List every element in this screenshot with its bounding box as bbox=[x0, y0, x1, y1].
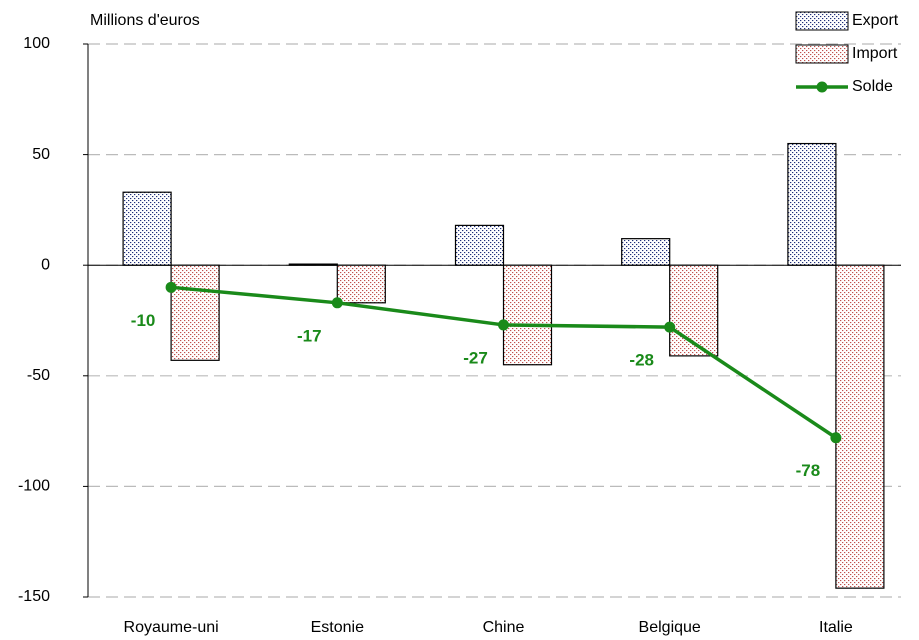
x-tick-label: Chine bbox=[483, 619, 525, 636]
legend-swatch bbox=[795, 11, 849, 31]
marker bbox=[331, 297, 343, 309]
marker bbox=[498, 319, 509, 331]
data-label: -27 bbox=[463, 348, 488, 367]
x-tick-label: Belgique bbox=[639, 619, 701, 636]
y-tick-label: 0 bbox=[41, 256, 50, 273]
data-label: -78 bbox=[796, 461, 821, 480]
bar bbox=[336, 264, 386, 304]
x-tick-label: Royaume-uni bbox=[124, 619, 219, 636]
bar bbox=[288, 263, 338, 266]
y-tick-label: -150 bbox=[18, 588, 50, 605]
legend-label: Import bbox=[852, 45, 898, 62]
bar bbox=[787, 142, 837, 266]
legend-label: Export bbox=[852, 12, 899, 29]
bar bbox=[835, 264, 885, 589]
legend-marker bbox=[816, 81, 828, 93]
marker bbox=[165, 281, 177, 293]
y-tick-label: 50 bbox=[32, 146, 50, 163]
marker bbox=[664, 321, 676, 333]
bar bbox=[669, 264, 719, 357]
y-tick-label: -50 bbox=[27, 367, 50, 384]
x-tick-label: Estonie bbox=[311, 619, 364, 636]
bar bbox=[502, 264, 553, 366]
marker bbox=[830, 432, 842, 444]
data-label: -17 bbox=[297, 326, 322, 345]
y-tick-label: 100 bbox=[23, 35, 50, 52]
bar bbox=[170, 264, 220, 361]
bar bbox=[621, 238, 671, 266]
bar bbox=[454, 224, 505, 266]
bar bbox=[122, 191, 172, 266]
data-label: -10 bbox=[131, 311, 156, 330]
y-tick-label: -100 bbox=[18, 478, 50, 495]
y-axis-label: Millions d'euros bbox=[90, 12, 200, 29]
x-tick-label: Italie bbox=[819, 619, 853, 636]
legend-label: Solde bbox=[852, 78, 893, 95]
data-label: -28 bbox=[629, 351, 654, 370]
legend-swatch bbox=[795, 44, 849, 64]
